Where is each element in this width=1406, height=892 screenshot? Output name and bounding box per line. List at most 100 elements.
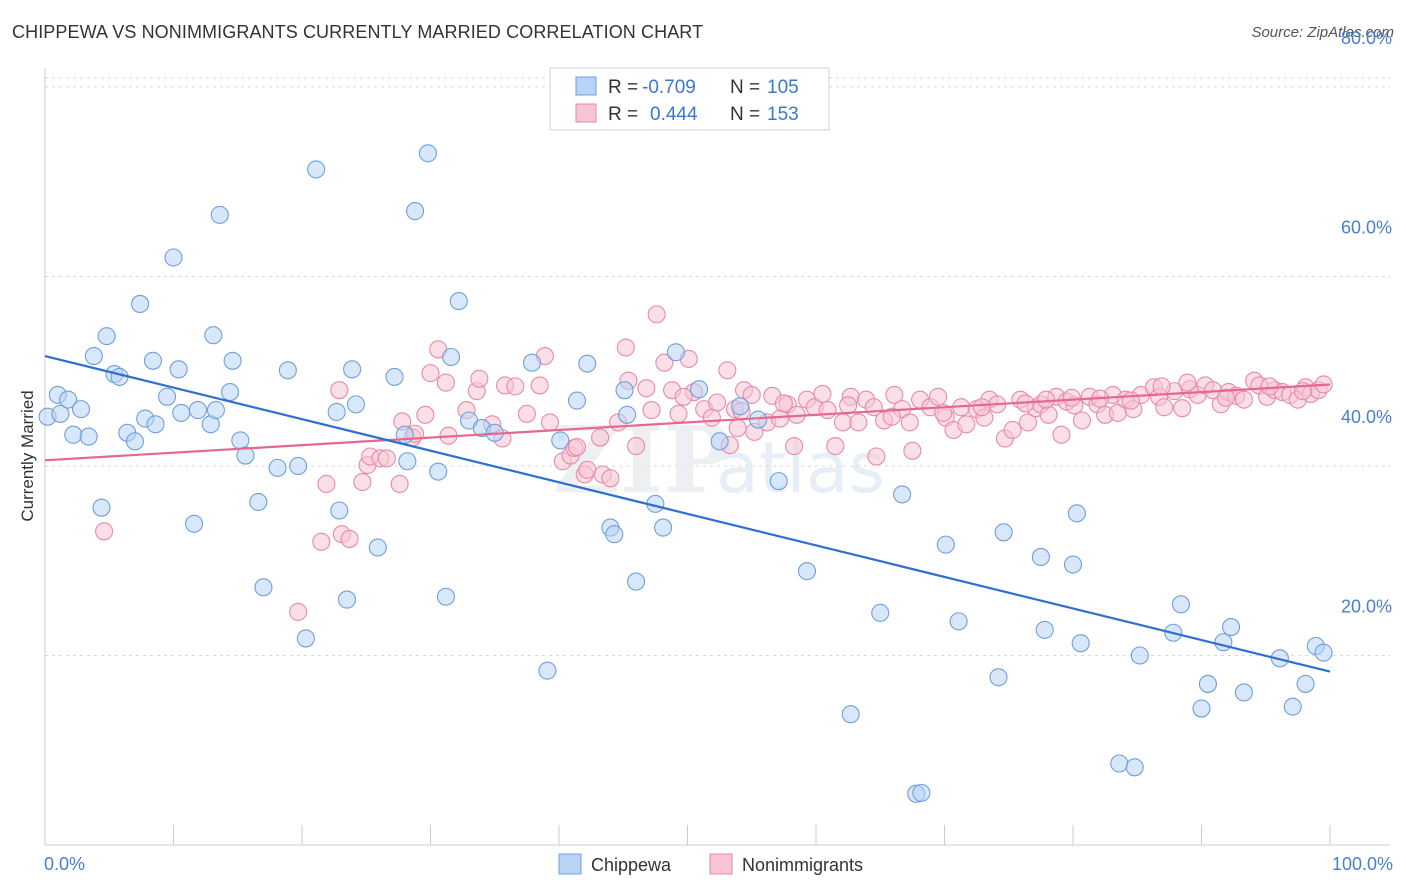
chippewa-point — [172, 403, 191, 422]
chippewa-point — [330, 501, 349, 520]
chippewa-point — [1071, 634, 1090, 653]
chippewa-point — [1125, 758, 1144, 777]
nonimmigrants-point — [317, 474, 336, 494]
nonimmigrants-point — [785, 437, 804, 456]
chippewa-point — [429, 462, 448, 481]
chippewa-point — [666, 343, 685, 362]
chippewa-point — [605, 525, 624, 544]
nonimmigrants-point — [1152, 377, 1171, 396]
chippewa-point — [185, 514, 204, 533]
nonimmigrants-point — [813, 384, 832, 404]
chippewa-point — [1234, 683, 1253, 702]
legend-top: R = -0.709 N = 105 R = 0.444 N = 153 — [549, 67, 830, 131]
chippewa-point — [125, 432, 144, 451]
nonimmigrants-point — [312, 532, 331, 551]
chippewa-point — [1214, 633, 1233, 652]
nonimmigrants-point — [728, 419, 747, 438]
chippewa-point — [1110, 754, 1129, 773]
chippewa-point — [223, 351, 242, 370]
chippewa-point — [912, 783, 931, 802]
nonimmigrants-point — [1155, 398, 1174, 417]
nonimmigrants-point — [1062, 388, 1081, 407]
nonimmigrants-point — [669, 404, 688, 423]
chippewa-point — [989, 668, 1008, 687]
chart-title: CHIPPEWA VS NONIMMIGRANTS CURRENTLY MARR… — [12, 22, 704, 42]
chippewa-point — [1296, 674, 1315, 693]
nonimmigrants-point — [1234, 390, 1253, 409]
chippewa-point — [289, 456, 308, 476]
chippewa-point — [1283, 697, 1302, 716]
chippewa-point — [1063, 555, 1083, 574]
nonimmigrants-point — [929, 387, 948, 406]
chippewa-point — [231, 431, 250, 450]
x-tick-label-max: 100.0% — [1332, 854, 1393, 874]
nonimmigrants-point — [882, 407, 901, 426]
nonimmigrants-point — [530, 376, 549, 395]
chippewa-point — [395, 425, 414, 444]
legend-bottom-label-chippewa: Chippewa — [591, 855, 672, 875]
nonimmigrants-point — [95, 522, 114, 541]
nonimmigrants-point — [330, 381, 349, 400]
chippewa-point — [442, 347, 461, 367]
chippewa-point — [615, 381, 634, 400]
chippewa-point — [522, 353, 542, 372]
nonimmigrants-point — [674, 387, 693, 406]
legend-n-label-pink: N = — [730, 104, 760, 125]
chippewa-point — [206, 401, 225, 420]
chippewa-point — [398, 452, 417, 471]
nonimmigrants-point — [627, 437, 646, 456]
nonimmigrants-point — [421, 364, 440, 383]
chippewa-point — [769, 472, 788, 491]
nonimmigrants-point — [637, 379, 656, 398]
nonimmigrants-point — [774, 394, 793, 413]
y-tick-label: 40.0% — [1341, 407, 1392, 427]
watermark: ZIP atlas — [553, 406, 885, 514]
nonimmigrants-point — [377, 449, 396, 468]
chippewa-point — [949, 612, 968, 631]
chippewa-point — [567, 391, 587, 410]
source-credit: Source: ZipAtlas.com — [1251, 24, 1394, 41]
legend-bottom-label-nonimmigrants: Nonimmigrants — [742, 855, 863, 875]
chippewa-point — [1031, 547, 1050, 566]
trend-lines — [44, 354, 1331, 673]
nonimmigrants-point — [436, 373, 455, 392]
chippewa-point — [1035, 620, 1054, 639]
y-axis-label: Currently Married — [18, 390, 37, 521]
chippewa-point — [296, 629, 315, 648]
chippewa-point — [1067, 504, 1086, 523]
chippewa-point — [936, 535, 955, 554]
nonimmigrants-point — [718, 361, 737, 380]
chippewa-point — [418, 144, 437, 163]
chippewa-point — [249, 492, 268, 512]
chippewa-point — [994, 523, 1013, 542]
chippewa-point — [79, 427, 98, 446]
nonimmigrants-point — [601, 469, 620, 488]
nonimmigrants-point — [647, 305, 666, 324]
nonimmigrants-point — [900, 413, 919, 432]
chippewa-point — [797, 562, 817, 581]
chippewa-point — [71, 400, 91, 419]
nonimmigrants-point — [934, 403, 953, 422]
nonimmigrants-point — [708, 393, 727, 412]
legend-bottom: Chippewa Nonimmigrants — [558, 853, 863, 875]
chippewa-point — [254, 578, 273, 597]
chippewa-point — [1314, 643, 1333, 662]
nonimmigrants-point — [1036, 390, 1056, 409]
chippewa-point — [278, 361, 297, 380]
nonimmigrants-point — [839, 396, 858, 415]
nonimmigrants-point — [1121, 391, 1140, 410]
chippewa-point — [368, 538, 387, 557]
nonimmigrants-point — [470, 369, 489, 388]
chippewa-point — [406, 202, 425, 221]
chippewa-point — [710, 432, 729, 451]
nonimmigrants-point — [702, 408, 721, 427]
nonimmigrants-point — [390, 474, 409, 494]
chippewa-point — [893, 485, 912, 504]
nonimmigrants-point — [885, 385, 904, 404]
chippewa-point — [871, 603, 890, 622]
chippewa-point — [220, 383, 240, 402]
chippewa-point — [131, 294, 150, 313]
nonimmigrants-point — [742, 385, 761, 404]
nonimmigrants-point — [567, 437, 587, 457]
